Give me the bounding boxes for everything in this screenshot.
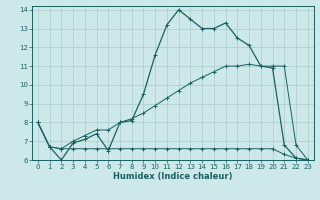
X-axis label: Humidex (Indice chaleur): Humidex (Indice chaleur) [113, 172, 233, 181]
